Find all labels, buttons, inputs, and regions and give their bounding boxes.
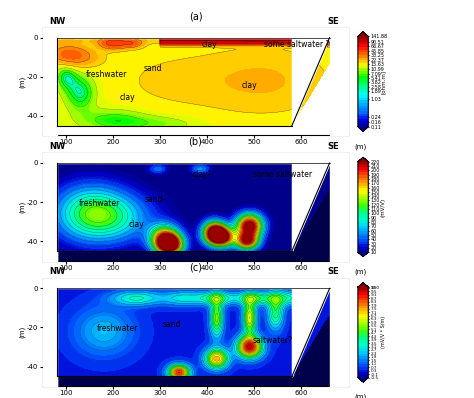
Text: SE: SE — [328, 142, 339, 151]
Text: sand: sand — [144, 64, 163, 73]
Text: SE: SE — [328, 17, 339, 26]
Text: (m): (m) — [355, 269, 367, 275]
Text: NW: NW — [49, 17, 65, 26]
PathPatch shape — [358, 157, 368, 162]
Y-axis label: (m): (m) — [19, 201, 26, 213]
Text: (b): (b) — [189, 137, 202, 146]
Text: sand: sand — [163, 320, 181, 330]
Text: freshwater: freshwater — [85, 70, 127, 79]
Text: (c): (c) — [189, 262, 202, 272]
Text: (m): (m) — [355, 394, 367, 398]
Text: (mV/V): (mV/V) — [381, 197, 386, 217]
Text: (mV/V * S/m): (mV/V * S/m) — [381, 316, 386, 348]
Y-axis label: (m): (m) — [19, 76, 26, 88]
PathPatch shape — [358, 283, 368, 287]
Text: sand-: sand- — [145, 195, 166, 204]
Y-axis label: (m): (m) — [19, 326, 26, 338]
Text: (a): (a) — [189, 11, 202, 21]
Text: clay: clay — [242, 82, 257, 90]
Text: NW: NW — [49, 267, 65, 277]
Text: clay: clay — [129, 220, 145, 230]
PathPatch shape — [358, 127, 368, 131]
Text: clay: clay — [119, 93, 135, 102]
Text: clay: clay — [202, 41, 218, 49]
Text: some saltwater: some saltwater — [253, 170, 312, 179]
PathPatch shape — [358, 32, 368, 36]
Text: freshwater: freshwater — [97, 324, 138, 334]
PathPatch shape — [358, 252, 368, 257]
Text: [ohm.m]: [ohm.m] — [381, 70, 386, 94]
Text: some saltwater ?: some saltwater ? — [264, 41, 329, 49]
Text: freshwater: freshwater — [78, 199, 120, 208]
Text: (m): (m) — [355, 143, 367, 150]
Text: NW: NW — [49, 142, 65, 151]
Text: SE: SE — [328, 267, 339, 277]
Text: saltwater?: saltwater? — [253, 336, 293, 345]
PathPatch shape — [358, 378, 368, 382]
Text: clay?: clay? — [193, 170, 212, 179]
